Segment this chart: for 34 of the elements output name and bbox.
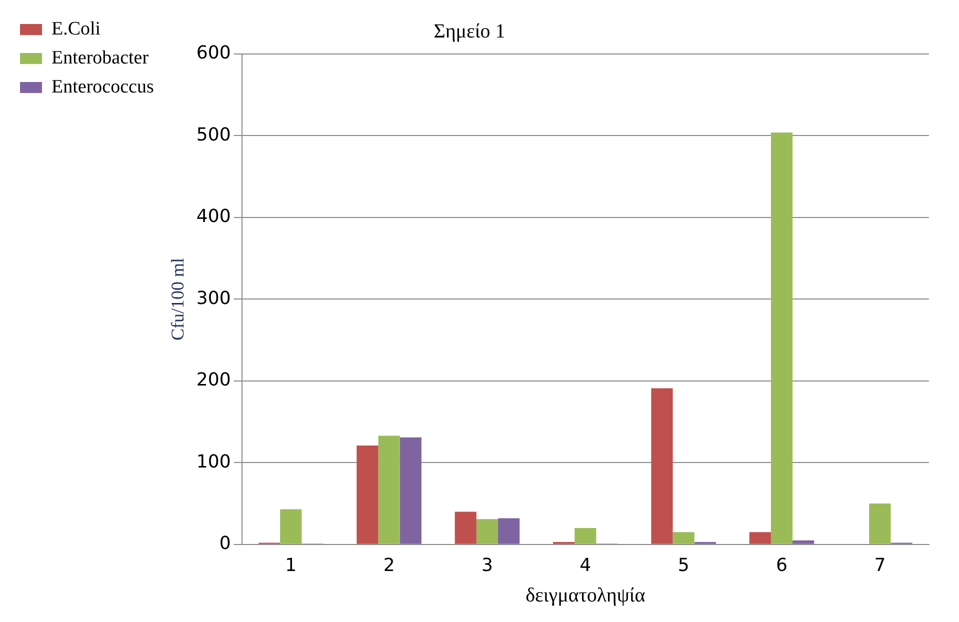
bar xyxy=(498,518,520,544)
x-tick-label: 7 xyxy=(874,554,886,576)
bar xyxy=(574,528,596,544)
legend-label: Enterobacter xyxy=(52,47,150,68)
y-tick-label: 0 xyxy=(219,533,231,554)
bar xyxy=(749,532,771,544)
x-tick-label: 5 xyxy=(678,554,690,576)
legend-label: Enterococcus xyxy=(52,76,154,98)
bar xyxy=(356,446,378,544)
bar xyxy=(400,437,422,544)
bar xyxy=(672,532,694,544)
bar xyxy=(770,132,793,544)
x-tick-label: 1 xyxy=(285,554,297,576)
x-tick-label: 2 xyxy=(383,554,395,576)
y-tick-label: 100 xyxy=(196,451,231,472)
y-tick-label: 500 xyxy=(196,124,231,146)
bar xyxy=(476,519,498,544)
y-tick-label: 600 xyxy=(196,42,231,64)
y-tick-label: 200 xyxy=(196,370,231,391)
bar xyxy=(869,504,891,544)
bar xyxy=(378,436,400,544)
bar xyxy=(280,509,302,544)
x-tick-label: 3 xyxy=(482,554,493,576)
y-tick-label: 300 xyxy=(196,288,231,309)
bar xyxy=(792,540,814,544)
x-axis-title: δειγματοληψία xyxy=(526,584,646,606)
bar xyxy=(454,512,476,544)
x-tick-label: 4 xyxy=(580,554,592,576)
bar xyxy=(651,388,673,544)
legend-label: E.Coli xyxy=(52,18,101,40)
x-tick-label: 6 xyxy=(776,554,788,576)
y-tick-label: 400 xyxy=(196,206,231,228)
chart-title: Σημείο 1 xyxy=(434,20,506,42)
y-axis-title: Cfu/100 ml xyxy=(167,258,188,340)
